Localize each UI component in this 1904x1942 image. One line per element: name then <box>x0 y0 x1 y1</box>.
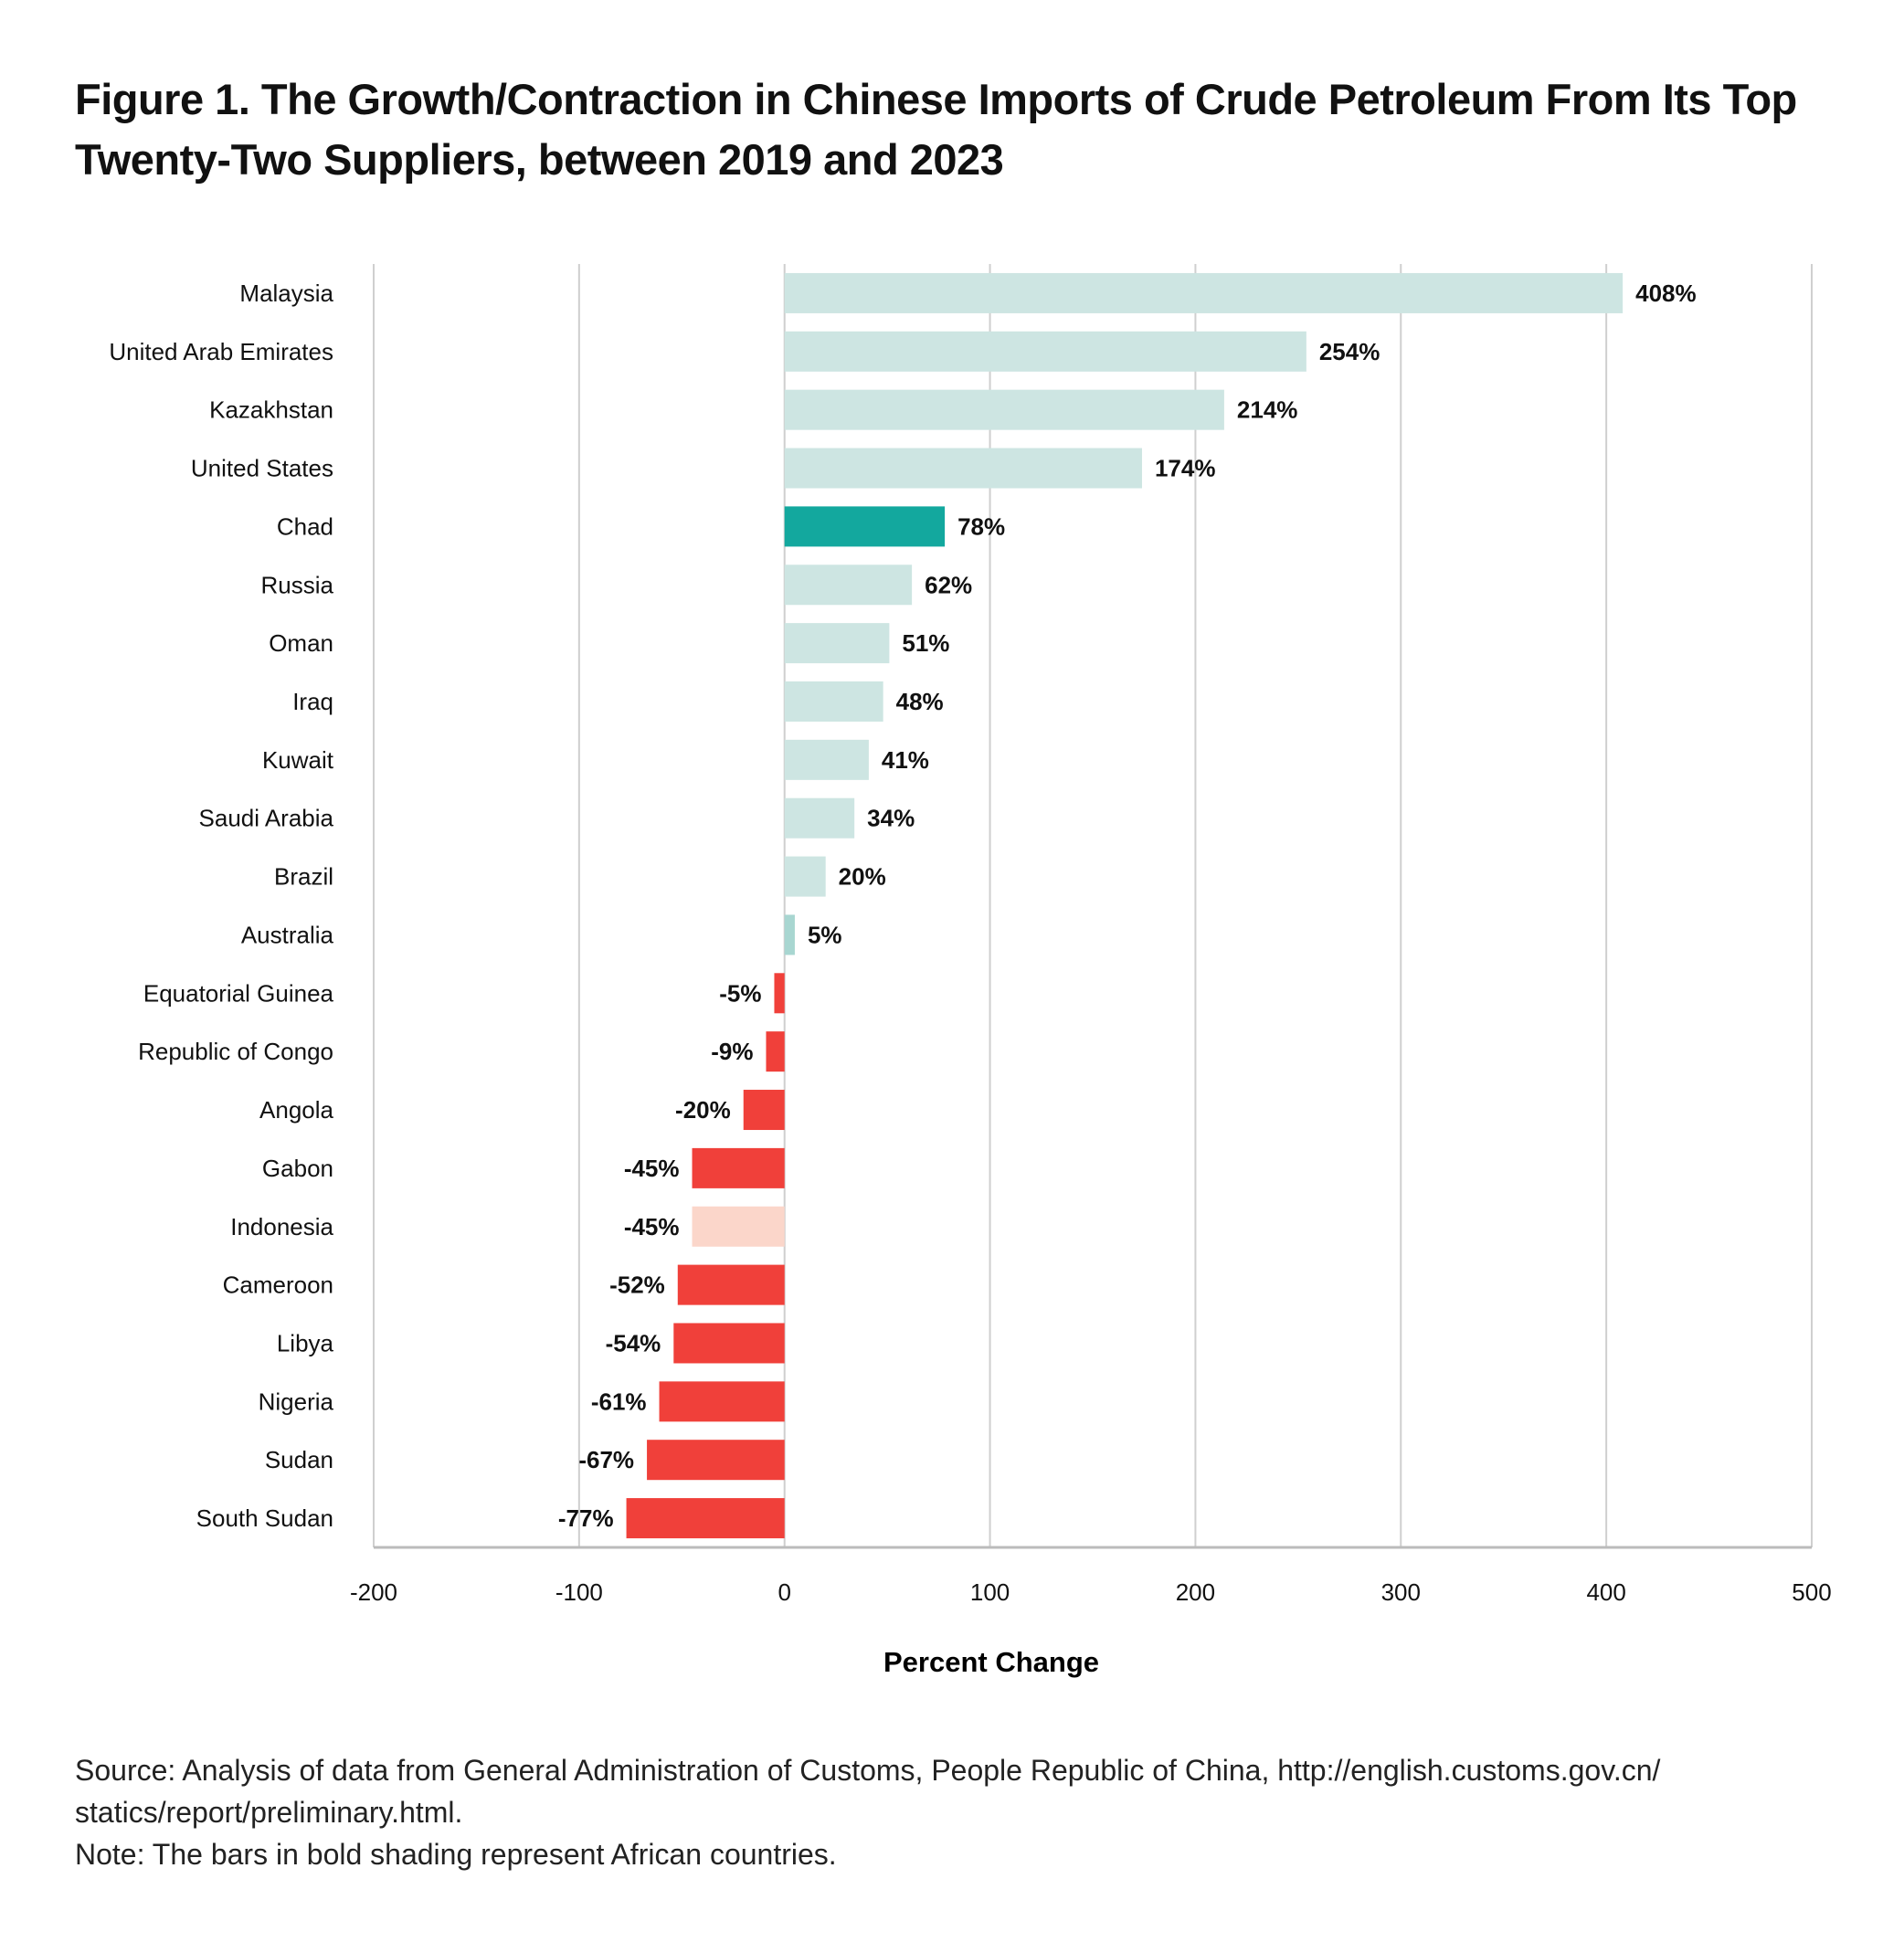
category-label: Libya <box>277 1329 334 1356</box>
source-line-2: statics/report/preliminary.html. <box>75 1796 463 1829</box>
x-tick-label: 0 <box>777 1578 790 1606</box>
source-line-1: Source: Analysis of data from General Ad… <box>75 1754 1661 1787</box>
category-label: Sudan <box>265 1446 333 1473</box>
data-label: 254% <box>1319 338 1380 365</box>
x-tick-label: 400 <box>1586 1578 1625 1606</box>
bar-gabon <box>692 1147 785 1188</box>
bar-saudi-arabia <box>784 797 855 839</box>
data-label: 408% <box>1635 280 1697 307</box>
category-label: Australia <box>241 921 334 948</box>
gridlines <box>373 264 1813 1549</box>
data-label: 41% <box>882 746 929 774</box>
data-label: -67% <box>578 1446 634 1473</box>
category-label: Indonesia <box>230 1213 333 1240</box>
bar-indonesia <box>692 1206 785 1247</box>
category-label: Russia <box>261 571 334 598</box>
category-labels: Malaysia United Arab Emirates Kazakhstan Un… <box>109 280 333 1532</box>
x-tick-label: 300 <box>1381 1578 1421 1606</box>
data-label: -77% <box>558 1504 614 1532</box>
category-label: Saudi Arabia <box>199 805 334 832</box>
data-label: 214% <box>1237 396 1298 424</box>
data-label: -5% <box>719 979 761 1007</box>
data-label: 20% <box>839 863 886 891</box>
category-label: Nigeria <box>259 1388 334 1415</box>
data-label: -52% <box>609 1272 665 1299</box>
data-label: -20% <box>675 1096 731 1124</box>
category-label: Brazil <box>274 863 333 891</box>
category-label: South Sudan <box>196 1504 333 1532</box>
data-label: -45% <box>624 1155 680 1182</box>
note: Note: The bars in bold shading represent… <box>75 1838 837 1871</box>
data-label: -54% <box>606 1329 661 1356</box>
bar-brazil <box>784 856 826 897</box>
category-label: Equatorial Guinea <box>143 979 334 1007</box>
category-label: Gabon <box>262 1155 333 1182</box>
data-label: 78% <box>957 512 1005 540</box>
data-label: 174% <box>1155 455 1216 482</box>
category-label: Iraq <box>292 688 333 715</box>
category-label: Republic of Congo <box>138 1038 333 1065</box>
category-label: United States <box>191 455 333 482</box>
category-label: Chad <box>277 512 333 540</box>
bar-sudan <box>647 1440 785 1481</box>
category-label: Cameroon <box>223 1272 333 1299</box>
bar-kazakhstan <box>784 389 1224 430</box>
x-tick-label: 200 <box>1176 1578 1215 1606</box>
bar-equatorial-guinea <box>774 973 785 1014</box>
bar-south-sudan <box>626 1498 785 1539</box>
bar-united-arab-emirates <box>784 331 1306 372</box>
bar-cameroon <box>677 1264 785 1305</box>
category-label: United Arab Emirates <box>109 338 333 365</box>
data-label: 5% <box>808 921 842 948</box>
data-label: -9% <box>711 1038 753 1065</box>
data-labels: 408% 254% 214% 174% 78% 62% 51% 48% 41% 34% 20% 5% -… <box>558 280 1697 1532</box>
category-label: Kazakhstan <box>209 396 333 424</box>
bar-malaysia <box>784 272 1624 313</box>
data-label: 51% <box>902 629 949 657</box>
x-axis-title: Percent Change <box>883 1646 1099 1678</box>
bars <box>626 272 1624 1539</box>
bar-united-states <box>784 448 1142 489</box>
x-tick-labels: -200 -100 0 100 200 300 400 500 <box>350 1578 1832 1606</box>
bar-nigeria <box>659 1381 785 1422</box>
x-tick-label: -100 <box>555 1578 603 1606</box>
bar-oman <box>784 623 890 664</box>
bar-libya <box>673 1323 785 1364</box>
category-label: Kuwait <box>262 746 334 774</box>
x-tick-label: 100 <box>970 1578 1010 1606</box>
category-label: Oman <box>269 629 333 657</box>
bar-kuwait <box>784 739 869 780</box>
category-label: Malaysia <box>239 280 333 307</box>
bar-chad <box>784 506 946 547</box>
data-label: -61% <box>591 1388 647 1415</box>
bar-australia <box>784 914 795 955</box>
bar-chart: Malaysia United Arab Emirates Kazakhstan Un… <box>109 264 1832 1678</box>
data-label: 48% <box>896 688 944 715</box>
bar-angola <box>743 1090 785 1131</box>
bar-russia <box>784 565 913 606</box>
data-label: 34% <box>867 805 915 832</box>
data-label: -45% <box>624 1213 680 1240</box>
data-label: 62% <box>925 571 972 598</box>
bar-republic-of-congo <box>766 1031 785 1072</box>
category-label: Angola <box>259 1096 333 1124</box>
x-tick-label: -200 <box>350 1578 397 1606</box>
bar-iraq <box>784 681 883 722</box>
chart-title: Figure 1. The Growth/Contraction in Chin… <box>75 75 1797 184</box>
x-tick-label: 500 <box>1792 1578 1831 1606</box>
